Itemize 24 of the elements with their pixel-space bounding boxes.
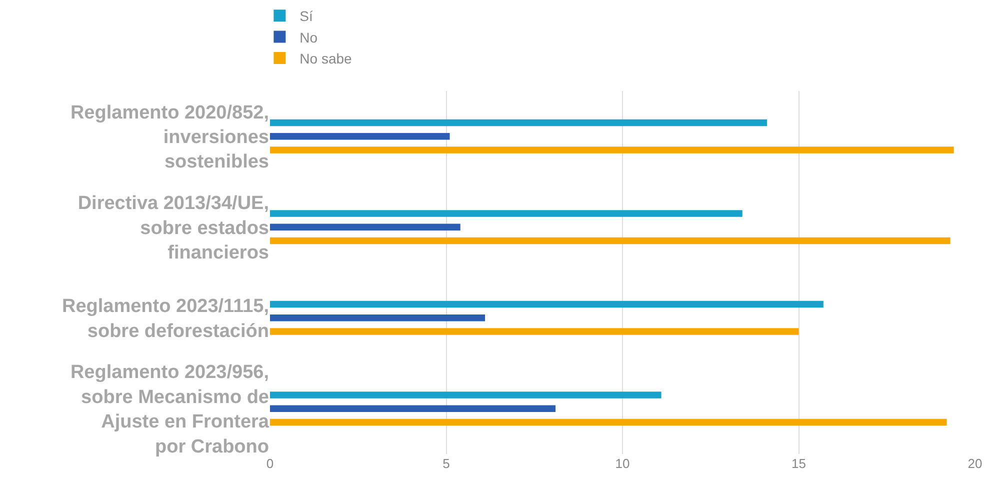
- bar: [270, 132, 450, 140]
- x-tick-label: 20: [968, 456, 982, 471]
- legend-label: No: [300, 29, 318, 46]
- bar: [270, 237, 950, 244]
- bar: [270, 146, 954, 154]
- bar: [270, 418, 947, 426]
- y-tick-label: Directiva 2013/34/UE, sobre estados financieros: [78, 193, 269, 264]
- x-tick-label: 15: [792, 456, 806, 471]
- x-tick-label: 5: [442, 456, 450, 471]
- y-tick-label: Reglamento 2020/852, inversiones sostenibles: [70, 102, 269, 173]
- x-tick-label: 10: [615, 456, 630, 471]
- bar: [270, 328, 799, 335]
- bar: [270, 300, 824, 308]
- bar: [270, 405, 556, 412]
- legend-label: Sí: [300, 8, 314, 24]
- legend-label: No sabe: [300, 50, 352, 66]
- bar: [270, 224, 460, 231]
- bar: [270, 314, 486, 322]
- bar: [270, 392, 662, 398]
- bar: [270, 210, 742, 217]
- y-tick-label: Reglamento 2023/1115, sobre deforestación: [62, 296, 269, 342]
- x-tick-label: 0: [266, 456, 274, 471]
- bar: [270, 119, 768, 126]
- y-tick-label: Reglamento 2023/956, sobre Mecanismo de Ajuste en Frontera por Crabono: [70, 362, 270, 458]
